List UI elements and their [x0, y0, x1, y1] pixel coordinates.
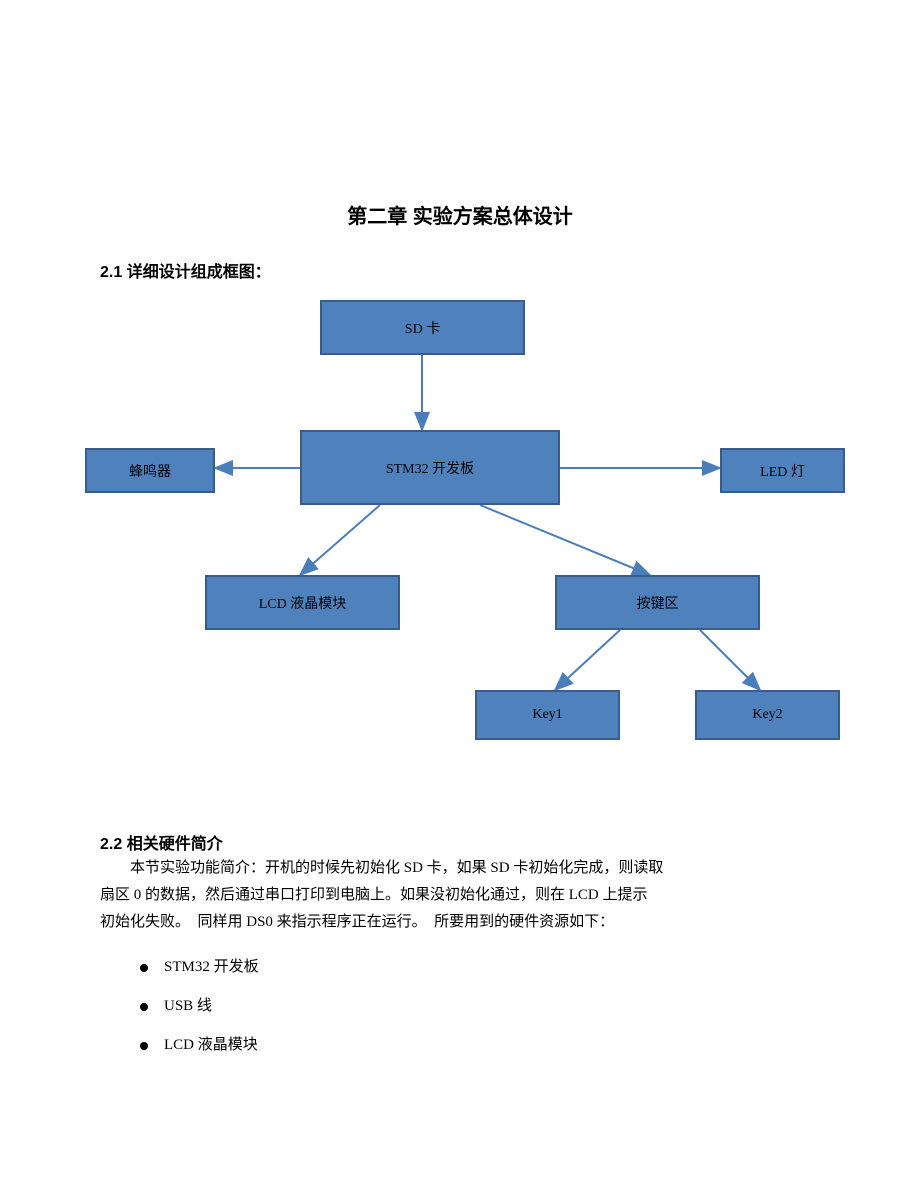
edge-keyarea-key1 — [555, 630, 620, 690]
node-sd: SD 卡 — [320, 300, 525, 355]
body-line: 扇区 0 的数据，然后通过串口打印到电脑上。如果没初始化通过，则在 LCD 上提… — [100, 882, 840, 909]
chapter-title: 第二章 实验方案总体设计 — [0, 200, 920, 229]
section-2-1-title: 2.1 详细设计组成框图： — [100, 258, 271, 282]
bullet-icon — [140, 964, 148, 972]
section-2-2-body: 本节实验功能简介：开机的时候先初始化 SD 卡，如果 SD 卡初始化完成，则读取… — [100, 855, 840, 936]
hardware-item: USB 线 — [140, 987, 259, 1026]
hardware-item-label: LCD 液晶模块 — [164, 1037, 258, 1053]
node-lcd: LCD 液晶模块 — [205, 575, 400, 630]
bullet-icon — [140, 1042, 148, 1050]
hardware-item-label: USB 线 — [164, 998, 212, 1014]
block-diagram: SD 卡 STM32 开发板 蜂鸣器 LED 灯 LCD 液晶模块 按键区 Key1 Key2 — [0, 290, 920, 770]
node-led: LED 灯 — [720, 448, 845, 493]
edge-stm32-keyarea — [480, 505, 650, 575]
edge-keyarea-key2 — [700, 630, 760, 690]
hardware-item: LCD 液晶模块 — [140, 1026, 259, 1065]
node-key1: Key1 — [475, 690, 620, 740]
node-key2: Key2 — [695, 690, 840, 740]
hardware-item: STM32 开发板 — [140, 948, 259, 987]
body-line: 本节实验功能简介：开机的时候先初始化 SD 卡，如果 SD 卡初始化完成，则读取 — [100, 855, 840, 882]
bullet-icon — [140, 1003, 148, 1011]
body-line: 初始化失败。 同样用 DS0 来指示程序正在运行。 所要用到的硬件资源如下： — [100, 909, 840, 936]
section-2-2-title: 2.2 相关硬件简介 — [100, 830, 223, 854]
node-stm32: STM32 开发板 — [300, 430, 560, 505]
edge-stm32-lcd — [300, 505, 380, 575]
node-keyarea: 按键区 — [555, 575, 760, 630]
hardware-list: STM32 开发板 USB 线 LCD 液晶模块 — [140, 948, 259, 1065]
hardware-item-label: STM32 开发板 — [164, 959, 259, 975]
node-buzzer: 蜂鸣器 — [85, 448, 215, 493]
